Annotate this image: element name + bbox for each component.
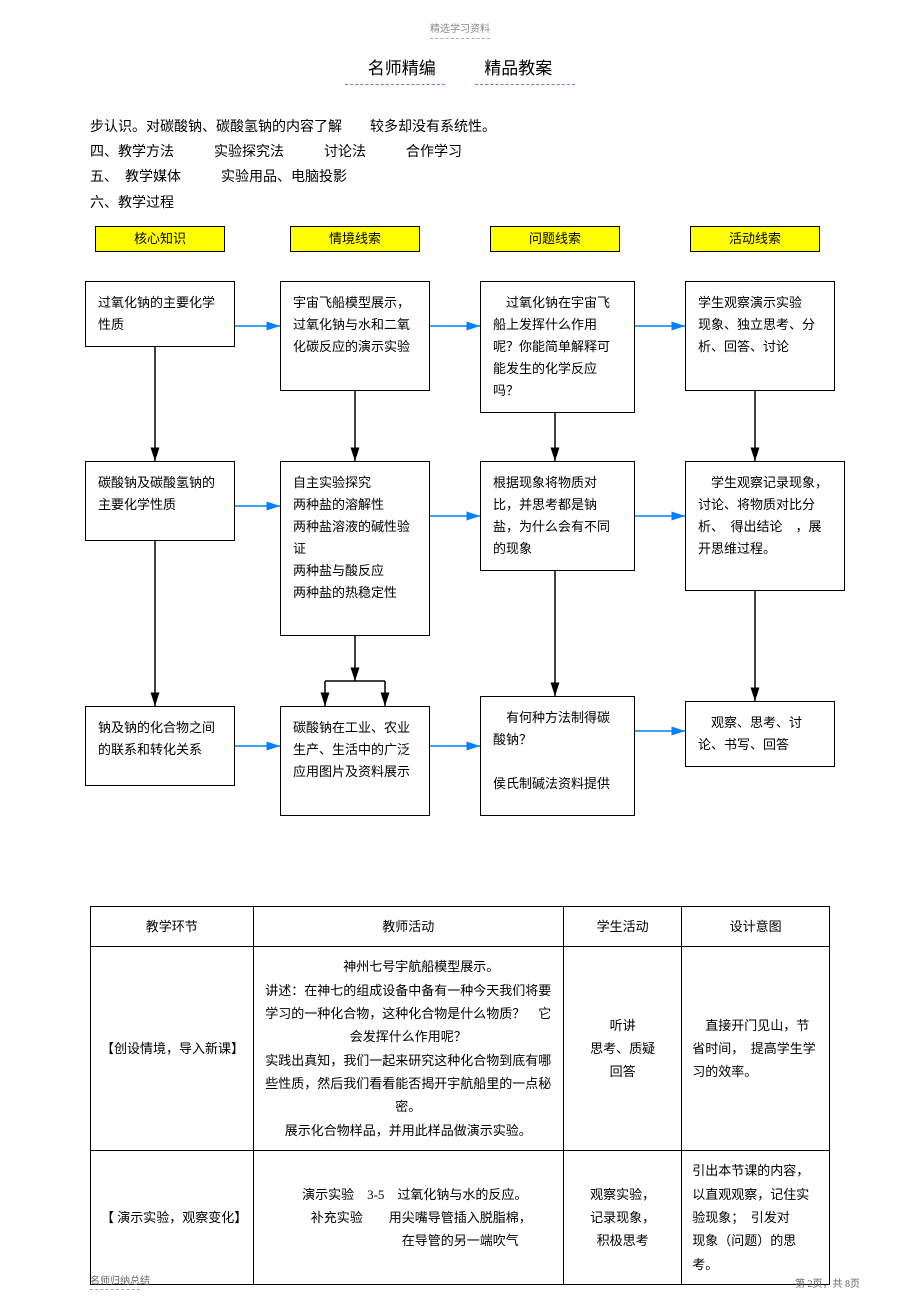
cell-teacher: 神州七号宇航船模型展示。 讲述：在神七的组成设备中备有一种今天我们将要学习的一种… — [253, 947, 563, 1151]
title-underlines — [90, 84, 830, 85]
page-title: 名师精编 精品教案 — [90, 54, 830, 79]
flow-box-r1c1: 过氧化钠的主要化学性质 — [85, 281, 235, 347]
flow-box-r3c2: 碳酸钠在工业、农业生产、生活中的广泛应用图片及资料展示 — [280, 706, 430, 816]
title-left: 名师精编 — [368, 59, 436, 78]
cell-student: 听讲 思考、质疑 回答 — [563, 947, 681, 1151]
flow-box-r2c1: 碳酸钠及碳酸氢钠的主要化学性质 — [85, 461, 235, 541]
flow-box-r2c3: 根据现象将物质对比，并思考都是钠盐，为什么会有不同的现象 — [480, 461, 635, 571]
cell-stage: 【 演示实验，观察变化】 — [91, 1151, 254, 1285]
cell-intent: 引出本节课的内容，以直观观察，记住实验现象； 引发对 现象（问题）的思考。 — [682, 1151, 830, 1285]
col-label: 问题线索 — [490, 226, 620, 252]
table-row: 【 演示实验，观察变化】 演示实验 3-5 过氧化钠与水的反应。 补充实验 用尖… — [91, 1151, 830, 1285]
flow-box-r3c1: 钠及钠的化合物之间的联系和转化关系 — [85, 706, 235, 786]
th-intent: 设计意图 — [682, 906, 830, 946]
footer-right: 第 2页，共 8页 — [795, 1275, 860, 1290]
section6: 六、教学过程 — [90, 191, 830, 216]
cell-intent: 直接开门见山，节省时间， 提高学生学习的效率。 — [682, 947, 830, 1151]
intro-line: 步认识。对碳酸钠、碳酸氢钠的内容了解 较多却没有系统性。 — [90, 115, 830, 140]
cell-teacher: 演示实验 3-5 过氧化钠与水的反应。 补充实验 用尖嘴导管插入脱脂棉， 在导管… — [253, 1151, 563, 1285]
cell-stage: 【创设情境，导入新课】 — [91, 947, 254, 1151]
section4: 四、教学方法 实验探究法 讨论法 合作学习 — [90, 140, 830, 165]
th-stage: 教学环节 — [91, 906, 254, 946]
th-teacher: 教师活动 — [253, 906, 563, 946]
title-right: 精品教案 — [484, 59, 552, 78]
flow-box-r1c2: 宇宙飞船模型展示，过氧化钠与水和二氧化碳反应的演示实验 — [280, 281, 430, 391]
col-label: 情境线索 — [290, 226, 420, 252]
footer-left: 名师归纳总结 — [90, 1272, 150, 1290]
col-label: 核心知识 — [95, 226, 225, 252]
table-header-row: 教学环节 教师活动 学生活动 设计意图 — [91, 906, 830, 946]
col-label: 活动线索 — [690, 226, 820, 252]
lesson-table: 教学环节 教师活动 学生活动 设计意图 【创设情境，导入新课】 神州七号宇航船模… — [90, 906, 830, 1285]
flow-box-r1c4: 学生观察演示实验 现象、独立思考、分析、回答、讨论 — [685, 281, 835, 391]
table-row: 【创设情境，导入新课】 神州七号宇航船模型展示。 讲述：在神七的组成设备中备有一… — [91, 947, 830, 1151]
flow-box-r2c4: 学生观察记录现象，讨论、将物质对比分析、 得出结论 ，展开思维过程。 — [685, 461, 845, 591]
top-header: 精选学习资料 — [90, 20, 830, 35]
top-header-underline — [430, 38, 490, 39]
section5: 五、 教学媒体 实验用品、电脑投影 — [90, 165, 830, 190]
flow-box-r3c4: 观察、思考、讨论、书写、回答 — [685, 701, 835, 767]
flow-box-r1c3: 过氧化钠在宇宙飞船上发挥什么作用呢？你能简单解释可能发生的化学反应吗？ — [480, 281, 635, 413]
flow-box-r3c3: 有何种方法制得碳酸钠？ 侯氏制碱法资料提供 — [480, 696, 635, 816]
cell-student: 观察实验， 记录现象， 积极思考 — [563, 1151, 681, 1285]
flow-diagram: 核心知识 情境线索 问题线索 活动线索过氧化钠的主要化学性质宇宙飞船模型展示，过氧化钠… — [85, 226, 865, 886]
th-student: 学生活动 — [563, 906, 681, 946]
flow-box-r2c2: 自主实验探究 两种盐的溶解性 两种盐溶液的碱性验证 两种盐与酸反应 两种盐的热稳… — [280, 461, 430, 636]
